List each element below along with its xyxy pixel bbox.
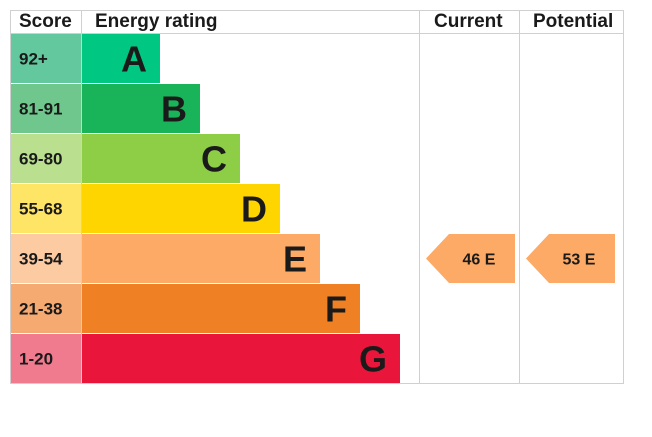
current-rating-arrow-label: 46 E: [463, 252, 496, 269]
score-cell-g: [11, 334, 81, 383]
score-label-f: 21-38: [19, 300, 62, 319]
column-divider-rating: [419, 10, 420, 384]
score-label-c: 69-80: [19, 150, 62, 169]
score-cell-b: [11, 84, 81, 133]
potential-column-header: Potential: [533, 11, 614, 32]
rating-bar-g: [82, 334, 400, 383]
score-cell-d: [11, 184, 81, 233]
rating-letter-e: E: [283, 239, 307, 280]
rating-bar-b: [82, 84, 200, 133]
rating-bar-f: [82, 284, 360, 333]
score-cell-a: [11, 34, 81, 83]
score-cell-e: [11, 234, 81, 283]
rating-letter-c: C: [201, 139, 227, 180]
rating-bar-d: [82, 184, 280, 233]
column-divider-current: [519, 10, 520, 384]
column-divider-score: [81, 10, 82, 384]
score-label-b: 81-91: [19, 100, 62, 119]
rating-bar-c: [82, 134, 240, 183]
score-label-a: 92+: [19, 50, 48, 69]
score-column-header: Score: [19, 11, 72, 32]
potential-rating-arrow: [526, 234, 615, 283]
score-cell-c: [11, 134, 81, 183]
score-label-g: 1-20: [19, 350, 53, 369]
rating-letter-b: B: [161, 89, 187, 130]
score-label-d: 55-68: [19, 200, 62, 219]
rating-letter-d: D: [241, 189, 267, 230]
potential-rating-arrow-label: 53 E: [563, 252, 596, 269]
rating-bar-a: [82, 34, 160, 83]
rating-letter-a: A: [121, 39, 147, 80]
rating-bar-e: [82, 234, 320, 283]
rating-letter-f: F: [325, 289, 347, 330]
current-rating-arrow: [426, 234, 515, 283]
energy-rating-column-header: Energy rating: [95, 11, 218, 32]
current-column-header: Current: [434, 11, 503, 32]
header-divider: [10, 33, 624, 34]
score-label-e: 39-54: [19, 250, 63, 269]
epc-table-frame: [10, 10, 624, 384]
rating-letter-g: G: [359, 339, 387, 380]
score-cell-f: [11, 284, 81, 333]
